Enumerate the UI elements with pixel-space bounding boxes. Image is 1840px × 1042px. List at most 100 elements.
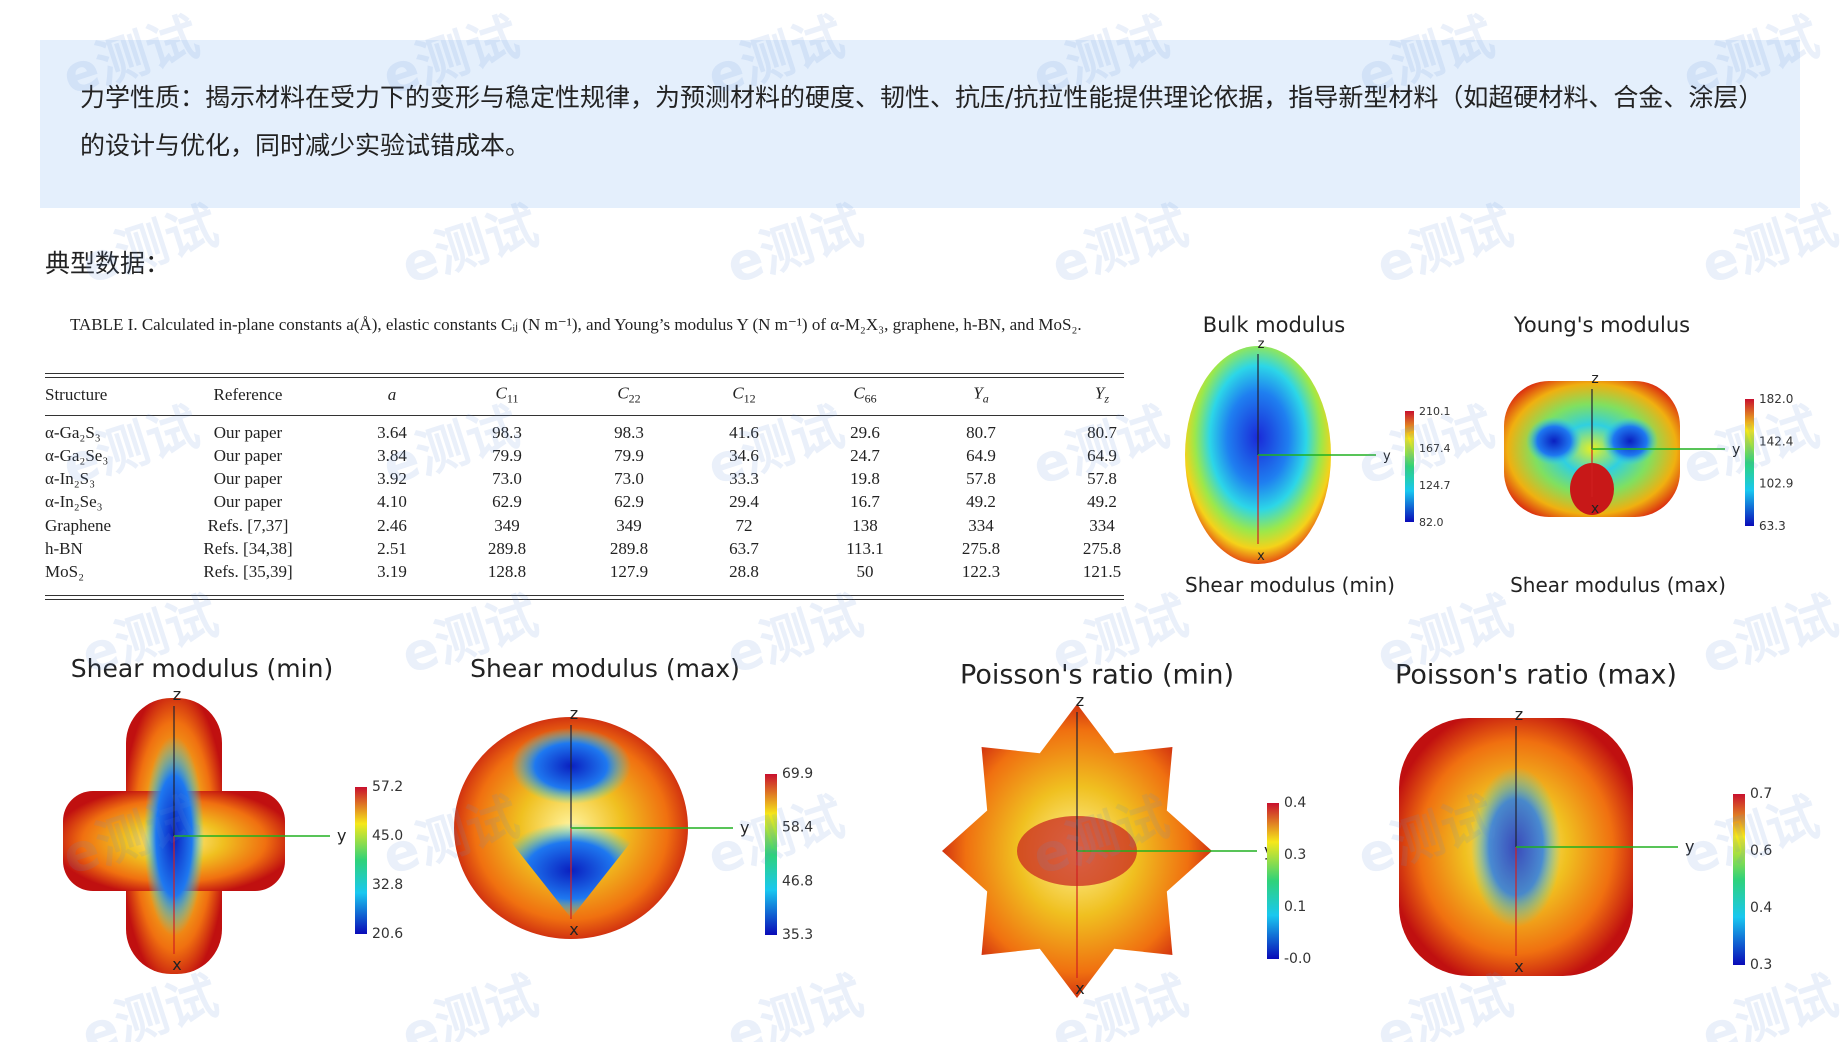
axis-label: x [1591,501,1599,517]
table-cell: 49.2 [966,492,996,511]
header-cell: C22 [617,383,640,406]
figure: Shear modulus (min) z x y 57.2 45.0 32.8 20.6 [63,654,403,974]
table-cell: Graphene [45,516,112,535]
table-cell: 334 [968,516,994,535]
axis-label: z [1076,691,1084,710]
table-cell: 138 [852,516,878,535]
table-cell: 34.6 [729,446,759,465]
axis-label: z [1515,705,1523,724]
rule [45,595,1124,596]
table-cell: Refs. [34,38] [203,539,293,558]
axis-label: y [337,826,346,845]
table-cell: 64.9 [1087,446,1117,465]
header-main: C [732,383,744,403]
colorbar-label: 46.8 [782,873,813,889]
table-cell: h-BN [45,539,83,558]
table-cell: 113.1 [846,539,884,558]
colorbar-label: 0.4 [1750,900,1772,916]
table-cell: 289.8 [487,539,527,558]
colorbar [1267,803,1279,959]
rule [45,415,1124,416]
table-cell: Our paper [213,423,283,442]
intro-box: 力学性质：揭示材料在受力下的变形与稳定性规律，为预测材料的硬度、韧性、抗压/抗拉… [40,40,1800,208]
colorbar-label: 69.9 [782,766,813,782]
colorbar-label: 63.3 [1759,519,1786,533]
table-cell: 64.9 [966,446,996,465]
section-label: 典型数据： [45,249,171,278]
header-cell: Structure [45,385,108,404]
table-cell: 63.7 [729,539,759,558]
colorbar-label: 0.6 [1750,843,1772,859]
table-cell: 24.7 [850,446,880,465]
table-cell: Our paper [213,469,283,488]
table-cell: 289.8 [609,539,649,558]
table-cell: 79.9 [614,446,644,465]
table-cell: 2.51 [377,539,407,558]
colorbar [1405,411,1414,522]
rule [45,599,1124,600]
axis-label: x [1075,979,1084,998]
table-cell: 41.6 [729,423,759,442]
axis-label: y [1383,449,1391,464]
axis-label: z [570,704,578,723]
table-cell: 3.64 [377,423,407,442]
axis-label: x [569,920,578,939]
colorbar-label: 57.2 [372,779,403,795]
colorbar-label: 35.3 [782,927,813,943]
table-cell: Our paper [213,492,283,511]
table-cell: 3.19 [377,562,407,581]
table-cell: 275.8 [961,539,1001,558]
table-cell: 29.4 [729,492,759,511]
colorbar-label: 45.0 [372,828,403,844]
table-caption: TABLE I. Calculated in-plane constants a… [70,315,1082,334]
lobe [1602,417,1658,465]
colorbar [355,787,367,934]
colorbar-label: 142.4 [1759,434,1793,448]
header-sub: 12 [743,391,756,406]
figure-title: Shear modulus (min) [71,654,333,683]
table-cell: α-Ga₂Se₃ [45,446,109,465]
colorbar-label: 0.3 [1284,847,1306,863]
header-sub: 22 [628,391,641,406]
header-sub: z [1104,391,1110,406]
table-cell: 19.8 [850,469,880,488]
table-cell: 80.7 [1087,423,1117,442]
figure-title: Bulk modulus [1203,313,1345,337]
colorbar-label: 124.7 [1419,479,1451,492]
table-cell: 334 [1089,516,1115,535]
axis-label: z [173,685,181,704]
header-cell: C66 [853,383,876,406]
table-cell: 57.8 [966,469,996,488]
table-cell: 28.8 [729,562,759,581]
table-cell: 29.6 [850,423,880,442]
table-cell: Refs. [7,37] [207,516,289,535]
table-cell: 349 [494,516,520,535]
table-cell: α-Ga₂S₃ [45,423,101,442]
rule [45,373,1124,374]
colorbar [765,774,777,935]
header-sub: a [982,391,989,406]
table-cell: 72 [735,516,753,535]
header-sub: 11 [506,391,519,406]
table-cell: 98.3 [492,423,522,442]
table-cell: 4.10 [377,492,407,511]
table-cell: 50 [856,562,874,581]
header-main: Y [973,383,983,403]
table-cell: Refs. [35,39] [203,562,293,581]
figure-title: Poisson's ratio (max) [1395,660,1677,691]
table-cell: 57.8 [1087,469,1117,488]
table-cell: 73.0 [492,469,522,488]
colorbar-label: 102.9 [1759,477,1793,491]
table-cell: 2.46 [377,516,407,535]
figure: Shear modulus (max) z x y 69.9 58.4 46.8 35.3 [454,654,813,943]
table-cell: 33.3 [729,469,759,488]
colorbar-label: 32.8 [372,877,403,893]
header-main: C [617,383,629,403]
axis-label: x [1514,957,1523,976]
colorbar [1733,794,1745,965]
header-cell: C12 [732,383,755,406]
colorbar-label: 167.4 [1419,442,1451,455]
